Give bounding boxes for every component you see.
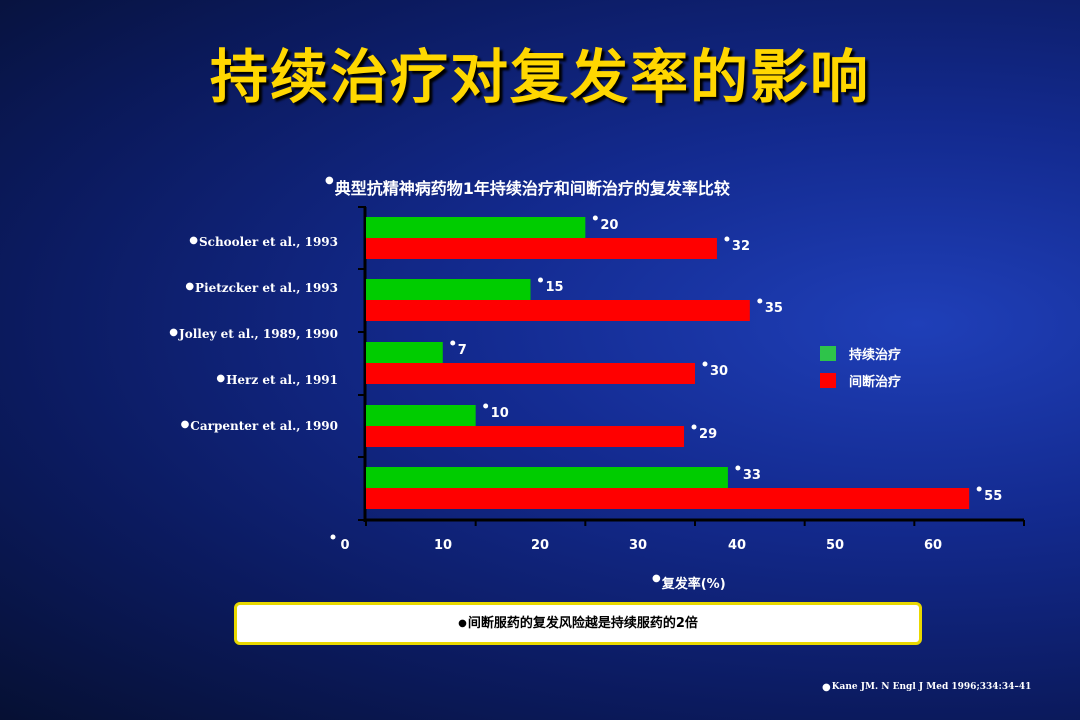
category-label: ●Schooler et al., 1993 (189, 235, 338, 249)
bar-continuous (366, 279, 531, 300)
bullet-icon (330, 534, 336, 540)
conclusion-box: ●间断服药的复发风险越是持续服药的2倍 (234, 602, 922, 645)
x-axis-label-text: 复发率(%) (661, 577, 726, 592)
legend-label-intermittent: 间断治疗 (849, 374, 902, 390)
bullet-icon (724, 236, 730, 242)
bullet-icon (735, 465, 741, 471)
bullet-icon: ● (458, 618, 467, 629)
bullet-icon: ● (189, 235, 198, 246)
category-label-text: Jolley et al., 1989, 1990 (179, 327, 338, 341)
legend-item-intermittent: 间断治疗 (820, 371, 902, 390)
bar-continuous (366, 467, 728, 488)
bullet-icon: ● (822, 682, 831, 693)
x-tick-label: 40 (728, 538, 746, 553)
bullet-icon (483, 403, 489, 409)
x-tick-label: 60 (924, 538, 942, 553)
bar-continuous (366, 405, 476, 426)
bullet-icon: ● (169, 327, 179, 338)
legend-swatch-intermittent (820, 372, 836, 388)
bar-intermittent (366, 238, 717, 259)
bullet-icon: ● (216, 373, 226, 384)
legend-swatch-continuous (820, 345, 836, 361)
bullet-icon (450, 340, 456, 346)
bar-value-label: 33 (743, 468, 761, 483)
bullet-icon: ● (180, 419, 190, 430)
slide-title: 持续治疗对复发率的影响 (209, 43, 870, 111)
bar-continuous (366, 342, 443, 363)
bullet-icon: ● (185, 281, 195, 292)
bar-value-label: 10 (491, 406, 509, 421)
bar-value-label: 55 (984, 489, 1002, 504)
category-label: ●Jolley et al., 1989, 1990 (169, 327, 338, 341)
bar-value-label: 32 (732, 239, 750, 254)
legend-label-continuous: 持续治疗 (849, 347, 902, 363)
x-axis-label: ●复发率(%) (652, 573, 726, 592)
chart-title: ●典型抗精神病药物1年持续治疗和间断治疗的复发率比较 (325, 175, 730, 199)
x-tick-label: 50 (826, 538, 844, 553)
bar-intermittent (366, 488, 970, 509)
category-label-text: Herz et al., 1991 (226, 373, 338, 387)
category-label: ●Carpenter et al., 1990 (181, 419, 338, 433)
category-label-text: Carpenter et al., 1990 (190, 419, 338, 433)
legend: 持续治疗 间断治疗 (820, 344, 901, 398)
bullet-icon: ● (325, 175, 334, 186)
category-label-text: Schooler et al., 1993 (198, 235, 338, 249)
bar-value-label: 20 (600, 218, 618, 233)
legend-item-continuous: 持续治疗 (820, 344, 902, 363)
x-tick-label: 10 (434, 538, 452, 553)
x-tick-label: 0 (340, 538, 349, 553)
citation: ●Kane JM. N Engl J Med 1996;334:34–41 (822, 682, 1031, 693)
bar-value-label: 30 (710, 364, 728, 379)
bullet-icon (757, 298, 763, 304)
category-label: ●Pietzcker et al., 1993 (185, 281, 338, 295)
bar-intermittent (366, 426, 685, 447)
relapse-rate-chart: 0 10 20 30 40 50 60 20 32 15 35 7 30 10 29 33 55 (330, 206, 1025, 553)
x-tick-label: 30 (629, 538, 647, 553)
bullet-icon (691, 424, 697, 430)
bar-value-label: 29 (699, 427, 717, 442)
citation-text: Kane JM. N Engl J Med 1996;334:34–41 (831, 682, 1032, 692)
bullet-icon (538, 277, 543, 283)
category-label: ●Herz et al., 1991 (216, 373, 338, 387)
category-label-text: Pietzcker et al., 1993 (195, 281, 338, 295)
bullet-icon (702, 361, 708, 367)
bar-value-label: 35 (765, 301, 783, 316)
bar-value-label: 15 (546, 280, 564, 295)
x-tick-label: 20 (531, 538, 549, 553)
conclusion-text: 间断服药的复发风险越是持续服药的2倍 (467, 616, 698, 631)
bar-continuous (366, 217, 586, 238)
bullet-icon (976, 486, 982, 492)
bar-value-label: 7 (458, 343, 467, 358)
bar-intermittent (366, 363, 695, 384)
chart-title-text: 典型抗精神病药物1年持续治疗和间断治疗的复发率比较 (334, 179, 730, 198)
bar-intermittent (366, 300, 750, 321)
bullet-icon: ● (652, 573, 661, 584)
bullet-icon (592, 215, 598, 221)
